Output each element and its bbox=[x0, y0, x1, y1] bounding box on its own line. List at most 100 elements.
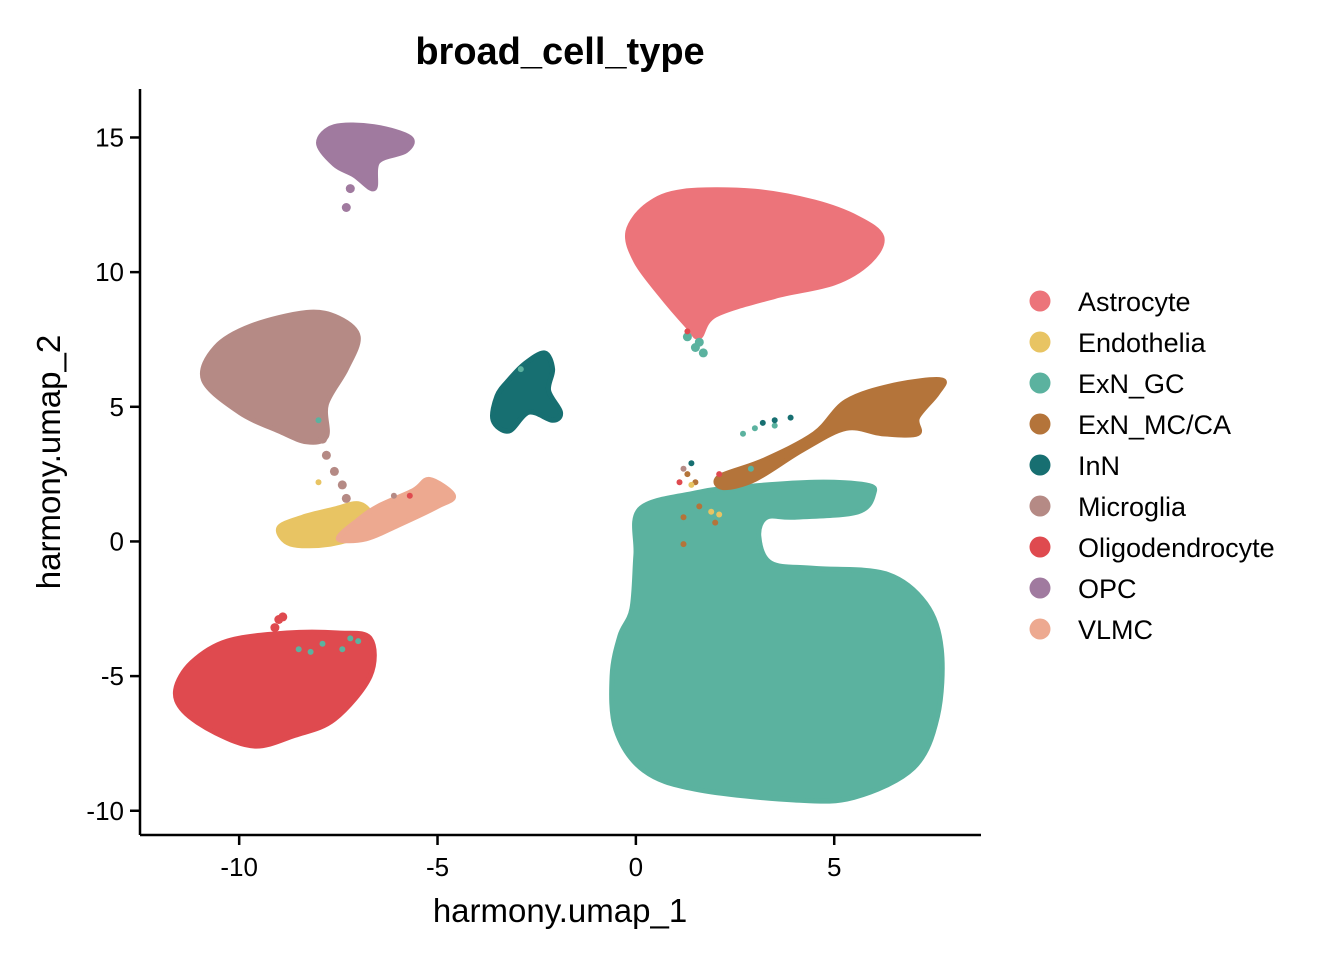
stray-points-microglia bbox=[390, 465, 687, 499]
bridge-opc bbox=[341, 170, 363, 212]
legend-swatch bbox=[1029, 413, 1051, 435]
point-inn bbox=[771, 417, 778, 424]
point-exn-gc bbox=[307, 648, 314, 655]
legend-swatch bbox=[1029, 331, 1051, 353]
point-exn-mc-ca bbox=[684, 471, 691, 478]
x-tick-label: -5 bbox=[426, 852, 449, 882]
point-endothelia bbox=[315, 479, 322, 486]
y-tick-label: 0 bbox=[110, 526, 124, 556]
point-opc bbox=[345, 184, 355, 194]
legend-item-microglia: Microglia bbox=[1029, 492, 1187, 522]
point-exn-gc bbox=[339, 646, 346, 653]
y-tick-label: 15 bbox=[95, 122, 124, 152]
legend-swatch bbox=[1029, 290, 1051, 312]
legend-item-exn-gc: ExN_GC bbox=[1029, 369, 1185, 399]
legend-item-opc: OPC bbox=[1029, 574, 1137, 604]
bridge-oligodendrocyte bbox=[270, 612, 288, 633]
legend-swatch bbox=[1029, 495, 1051, 517]
y-tick-label: -5 bbox=[101, 661, 124, 691]
bridge-microglia bbox=[318, 434, 351, 503]
legend-label: Endothelia bbox=[1078, 328, 1207, 358]
stray-points-endothelia bbox=[315, 479, 723, 518]
cluster-exn-gc bbox=[609, 479, 945, 804]
point-oligodendrocyte bbox=[676, 479, 683, 486]
legend-item-astrocyte: Astrocyte bbox=[1029, 287, 1191, 317]
point-exn-gc bbox=[315, 417, 322, 424]
legend-label: Oligodendrocyte bbox=[1078, 533, 1275, 563]
point-exn-mc-ca bbox=[696, 503, 703, 510]
point-microglia bbox=[680, 465, 687, 472]
point-oligodendrocyte bbox=[406, 492, 413, 499]
point-exn-gc bbox=[740, 430, 746, 437]
point-microglia bbox=[329, 466, 339, 476]
stray-points-exn-mc-ca bbox=[680, 471, 719, 548]
point-inn bbox=[688, 460, 695, 467]
cluster-microglia bbox=[200, 309, 361, 445]
legend-item-vlmc: VLMC bbox=[1029, 615, 1153, 645]
point-endothelia bbox=[708, 508, 715, 515]
point-exn-gc bbox=[517, 366, 524, 373]
cluster-oligodendrocyte bbox=[172, 629, 377, 749]
stray-points-exn-gc bbox=[295, 366, 778, 655]
x-tick-label: 5 bbox=[827, 852, 841, 882]
point-exn-gc bbox=[295, 646, 302, 653]
chart-title: broad_cell_type bbox=[415, 31, 704, 73]
y-tick-label: -10 bbox=[86, 796, 124, 826]
legend-label: Astrocyte bbox=[1078, 287, 1191, 317]
legend-label: VLMC bbox=[1078, 615, 1153, 645]
point-exn-gc bbox=[694, 337, 704, 347]
legend-swatch bbox=[1029, 536, 1051, 558]
y-tick-label: 5 bbox=[110, 392, 124, 422]
point-exn-gc bbox=[698, 348, 708, 358]
point-microglia bbox=[390, 492, 397, 499]
point-opc bbox=[353, 170, 363, 180]
y-axis-title: harmony.umap_2 bbox=[30, 335, 67, 589]
x-tick-label: 0 bbox=[629, 852, 643, 882]
point-oligodendrocyte bbox=[716, 471, 723, 478]
cluster-vlmc bbox=[335, 476, 456, 544]
point-inn bbox=[759, 419, 766, 426]
point-oligodendrocyte bbox=[278, 612, 288, 622]
axes: -10 -5 0 5 -10 -5 0 5 10 15 bbox=[86, 89, 981, 882]
legend-swatch bbox=[1029, 372, 1051, 394]
point-microglia bbox=[321, 450, 331, 460]
legend-item-oligodendrocyte: Oligodendrocyte bbox=[1029, 533, 1275, 563]
point-exn-mc-ca bbox=[712, 519, 719, 526]
x-tick-label: -10 bbox=[220, 852, 258, 882]
point-oligodendrocyte bbox=[270, 623, 280, 633]
legend-swatch bbox=[1029, 454, 1051, 476]
plot-area bbox=[172, 122, 947, 804]
legend-label: InN bbox=[1078, 451, 1120, 481]
bridge-exn-gc bbox=[682, 332, 708, 358]
point-microglia bbox=[341, 493, 351, 503]
cluster-astrocyte bbox=[624, 187, 885, 340]
point-exn-mc-ca bbox=[680, 514, 687, 521]
point-exn-mc-ca bbox=[680, 541, 687, 548]
legend-label: ExN_MC/CA bbox=[1078, 410, 1231, 440]
cluster-exn-mc-ca bbox=[713, 377, 947, 491]
legend-item-endothelia: Endothelia bbox=[1029, 328, 1207, 358]
cluster-opc bbox=[316, 122, 415, 192]
point-exn-gc bbox=[747, 465, 754, 472]
point-microglia bbox=[318, 434, 327, 444]
y-tick-label: 10 bbox=[95, 257, 124, 287]
point-opc bbox=[341, 203, 351, 212]
cluster-inn bbox=[490, 350, 564, 434]
point-exn-gc bbox=[771, 422, 778, 429]
point-microglia bbox=[337, 480, 347, 490]
point-endothelia bbox=[688, 481, 695, 488]
legend: Astrocyte Endothelia ExN_GC ExN_MC/CA InN Mic… bbox=[1029, 287, 1275, 645]
point-exn-gc bbox=[355, 638, 362, 645]
legend-label: ExN_GC bbox=[1078, 369, 1185, 399]
point-oligodendrocyte bbox=[684, 328, 691, 335]
stray-points-oligodendrocyte bbox=[406, 328, 723, 499]
point-exn-gc bbox=[319, 640, 326, 647]
x-axis-title: harmony.umap_1 bbox=[433, 892, 687, 929]
legend-swatch bbox=[1029, 577, 1051, 599]
legend-item-inn: InN bbox=[1029, 451, 1120, 481]
legend-swatch bbox=[1029, 618, 1051, 640]
point-exn-gc bbox=[751, 425, 758, 432]
legend-label: OPC bbox=[1078, 574, 1137, 604]
legend-item-exn-mc-ca: ExN_MC/CA bbox=[1029, 410, 1231, 440]
